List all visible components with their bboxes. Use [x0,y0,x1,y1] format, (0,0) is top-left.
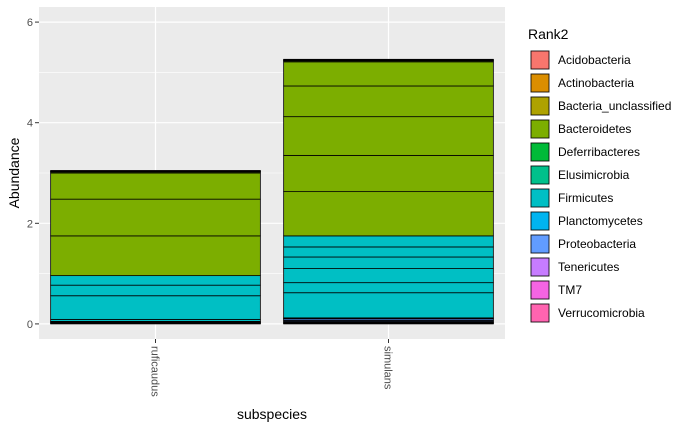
legend-swatch [530,50,550,70]
legend-swatch [530,257,550,277]
bar-segment [283,116,494,156]
bar-segment [283,246,494,258]
bar-segment [50,198,261,237]
legend-label: TM7 [558,283,582,297]
legend: Rank2 Acidobacteria Actinobacteria Bacteri… [528,26,671,323]
x-axis-title: subspecies [237,406,307,422]
y-axis-title: Abundance [6,137,22,208]
legend-swatch [530,188,550,208]
legend-swatch [530,211,550,231]
bars [50,58,494,325]
legend-label: Verrucomicrobia [558,306,645,320]
y-axis: 0 2 4 6 [27,17,39,331]
legend-label: Bacteria_unclassified [558,99,671,113]
legend-label: Firmicutes [558,191,613,205]
legend-label: Proteobacteria [558,237,636,251]
x-axis: ruficaudus simulans [149,339,394,397]
y-tick-label: 4 [27,118,33,130]
bar-segment [50,284,261,297]
y-tick-label: 6 [27,17,33,29]
legend-label: Bacteroidetes [558,122,631,136]
legend-label: Tenericutes [558,260,619,274]
bar-segment [283,268,494,284]
bar-segment [50,170,261,172]
legend-swatch [530,96,550,116]
bar-segment [50,275,261,286]
bar-segment [283,85,494,118]
bar-segment [283,282,494,294]
bar-segment [283,61,494,87]
legend-swatch [530,303,550,323]
bar-segment [50,235,261,277]
bar-segment [283,191,494,237]
legend-swatch [530,165,550,185]
x-tick-label: ruficaudus [149,346,161,397]
legend-swatch [530,234,550,254]
legend-swatch [530,73,550,93]
legend-swatch [530,119,550,139]
bar-segment [283,256,494,269]
y-tick-label: 0 [27,319,33,331]
bar-segment [50,172,261,200]
bar-segment [50,295,261,320]
legend-swatch [530,142,550,162]
legend-title: Rank2 [528,26,569,42]
legend-label: Planctomycetes [558,214,643,228]
bar-segment [283,58,494,61]
bar-segment [283,292,494,319]
bar-segment [283,235,494,248]
y-tick-label: 2 [27,218,33,230]
legend-label: Actinobacteria [558,76,634,90]
legend-label: Acidobacteria [558,53,631,67]
legend-swatch [530,280,550,300]
legend-label: Elusimicrobia [558,168,630,182]
bar-segment [283,154,494,193]
x-tick-label: simulans [382,346,394,390]
legend-label: Deferribacteres [558,145,640,159]
